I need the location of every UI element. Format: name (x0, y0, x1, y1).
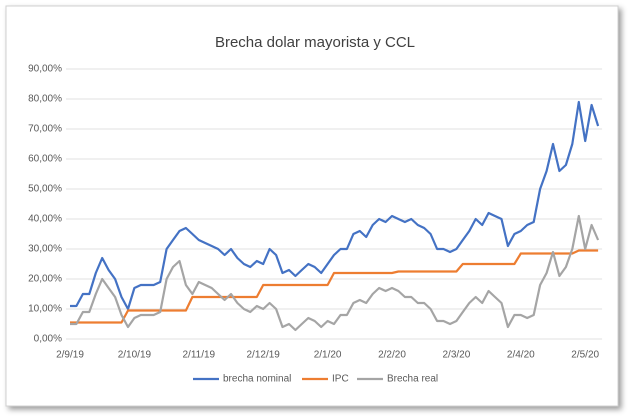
chart-frame (5, 5, 619, 407)
x-tick-label: 2/1/20 (314, 350, 342, 361)
y-tick-label: 30,00% (28, 244, 62, 255)
series-line (70, 249, 599, 324)
x-tick-label: 2/11/19 (182, 350, 215, 361)
x-tick-label: 2/12/19 (247, 350, 281, 361)
y-tick-label: 20,00% (28, 274, 62, 285)
x-tick-label: 2/10/19 (118, 350, 152, 361)
x-tick-label: 2/4/20 (507, 350, 535, 361)
y-tick-label: 0,00% (34, 334, 62, 345)
y-tick-label: 40,00% (28, 214, 62, 225)
y-tick-label: 90,00% (28, 64, 62, 75)
x-tick-label: 2/9/19 (56, 350, 84, 361)
legend-label: IPC (332, 374, 349, 385)
y-tick-label: 50,00% (28, 184, 62, 195)
y-tick-label: 70,00% (28, 124, 62, 135)
series-line (70, 100, 600, 311)
x-tick-label: 2/5/20 (571, 350, 599, 361)
legend-label: brecha nominal (223, 374, 291, 385)
x-tick-label: 2/2/20 (378, 350, 406, 361)
chart-title: Brecha dolar mayorista y CCL (215, 34, 415, 51)
legend-label: Brecha real (387, 374, 438, 385)
y-tick-label: 80,00% (28, 94, 62, 105)
y-tick-label: 10,00% (28, 304, 62, 315)
y-tick-label: 60,00% (28, 154, 62, 165)
series-line (70, 214, 600, 332)
x-tick-label: 2/3/20 (442, 350, 470, 361)
